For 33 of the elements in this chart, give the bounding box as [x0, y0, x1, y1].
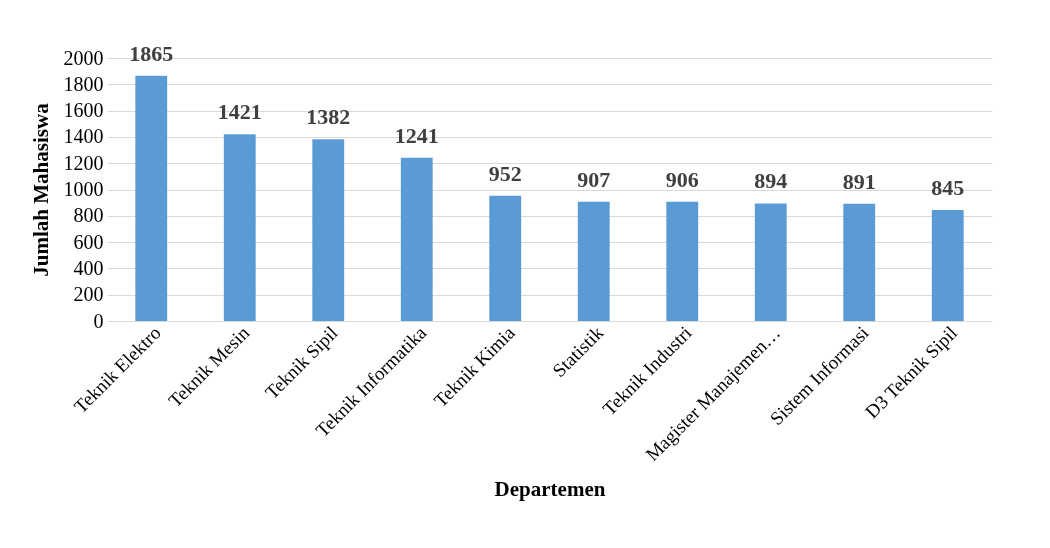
y-tick-label: 0: [93, 309, 104, 332]
data-label: 906: [665, 166, 699, 192]
data-label: 891: [842, 168, 876, 194]
bar: [843, 203, 876, 321]
y-tick-label: 1200: [63, 151, 104, 174]
data-label: 1421: [217, 99, 262, 125]
y-axis-title: Jumlah Mahasiswa: [28, 102, 53, 277]
bar: [489, 195, 522, 321]
data-label: 907: [577, 166, 611, 192]
y-tick-label: 400: [73, 256, 104, 279]
bar: [400, 157, 433, 321]
y-tick-label: 200: [73, 283, 104, 306]
y-tick-label: 800: [73, 204, 104, 227]
bar: [931, 209, 964, 321]
y-tick-label: 1400: [63, 125, 104, 148]
y-tick-label: 2000: [63, 46, 104, 69]
bar: [312, 139, 345, 321]
y-tick-label: 600: [73, 230, 104, 253]
data-label: 1382: [306, 104, 351, 130]
y-tick-label: 1800: [63, 72, 104, 95]
bar: [577, 201, 610, 321]
x-axis-title: Departemen: [494, 476, 606, 501]
data-label: 952: [488, 160, 522, 186]
y-tick-label: 1600: [63, 99, 104, 122]
data-label: 894: [754, 168, 788, 194]
bar: [666, 201, 699, 321]
data-label: 1865: [129, 40, 174, 66]
bar: [223, 134, 256, 321]
bar: [754, 203, 787, 321]
data-label: 1241: [394, 122, 439, 148]
y-tick-label: 1000: [63, 178, 104, 200]
bar: [135, 75, 168, 321]
data-label: 845: [931, 174, 965, 200]
